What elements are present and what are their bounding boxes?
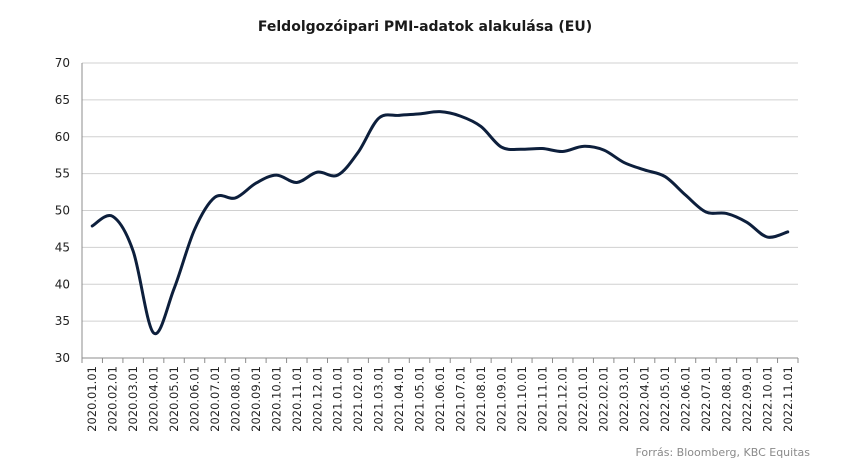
- x-tick-label: 2020.05.01: [167, 366, 181, 432]
- data-point-2022.07.01: [705, 211, 707, 213]
- x-tick-label: 2022.05.01: [658, 366, 672, 432]
- x-tick-label: 2020.01.01: [85, 366, 99, 432]
- x-tick-label: 2020.07.01: [208, 366, 222, 432]
- x-tick-label: 2022.02.01: [597, 366, 611, 432]
- data-point-2020.03.01: [132, 250, 134, 252]
- data-point-2020.12.01: [316, 171, 318, 173]
- x-tick-label: 2020.09.01: [249, 366, 263, 432]
- x-tick-label: 2021.08.01: [474, 366, 488, 432]
- data-point-2022.04.01: [643, 169, 645, 171]
- data-point-2021.11.01: [541, 147, 543, 149]
- x-tick-label: 2020.03.01: [126, 366, 140, 432]
- y-tick-label: 35: [55, 314, 70, 328]
- x-tick-label: 2022.09.01: [740, 366, 754, 432]
- y-tick-label: 40: [55, 277, 70, 291]
- chart-title: Feldolgozóipari PMI-adatok alakulása (EU…: [258, 19, 592, 35]
- data-point-2021.06.01: [439, 110, 441, 112]
- data-point-2020.06.01: [193, 228, 195, 230]
- data-point-2021.04.01: [398, 114, 400, 116]
- x-tick-label: 2021.01.01: [331, 366, 345, 432]
- x-tick-label: 2022.10.01: [760, 366, 774, 432]
- data-point-2020.04.01: [152, 332, 154, 334]
- x-tick-label: 2020.02.01: [106, 366, 120, 432]
- y-tick-label: 50: [55, 204, 70, 218]
- x-tick-label: 2021.04.01: [392, 366, 406, 432]
- x-tick-label: 2022.08.01: [719, 366, 733, 432]
- x-tick-label: 2021.11.01: [535, 366, 549, 432]
- x-tick-label: 2021.07.01: [453, 366, 467, 432]
- x-tick-label: 2021.09.01: [494, 366, 508, 432]
- y-tick-label: 55: [55, 167, 70, 181]
- y-tick-label: 60: [55, 130, 70, 144]
- data-point-2022.01.01: [582, 145, 584, 147]
- data-point-2021.09.01: [500, 146, 502, 148]
- x-tick-label: 2020.10.01: [269, 366, 283, 432]
- y-tick-label: 65: [55, 93, 70, 107]
- data-point-2021.03.01: [377, 117, 379, 119]
- data-point-2022.02.01: [602, 149, 604, 151]
- x-tick-label: 2022.07.01: [699, 366, 713, 432]
- source-note: Forrás: Bloomberg, KBC Equitas: [635, 446, 810, 459]
- y-tick-label: 30: [55, 351, 70, 365]
- x-tick-label: 2021.05.01: [413, 366, 427, 432]
- x-tick-label: 2020.12.01: [310, 366, 324, 432]
- x-tick-label: 2022.11.01: [781, 366, 795, 432]
- gridlines: [82, 62, 798, 322]
- data-point-2021.12.01: [562, 150, 564, 152]
- x-tick-label: 2022.06.01: [678, 366, 692, 432]
- y-axis: 30 35 40 45 50 55 60 65 70: [55, 56, 83, 365]
- x-tick-label: 2022.01.01: [576, 366, 590, 432]
- data-point-2021.08.01: [480, 125, 482, 127]
- y-tick-label: 70: [55, 56, 70, 70]
- data-point-2022.08.01: [725, 212, 727, 214]
- data-point-2022.03.01: [623, 161, 625, 163]
- x-tick-label: 2021.10.01: [515, 366, 529, 432]
- data-point-2021.10.01: [521, 148, 523, 150]
- x-tick-label: 2021.02.01: [351, 366, 365, 432]
- x-tick-label: 2020.08.01: [228, 366, 242, 432]
- data-point-2020.11.01: [296, 181, 298, 183]
- data-point-2021.07.01: [459, 115, 461, 117]
- data-point-2022.05.01: [664, 175, 666, 177]
- data-point-2020.10.01: [275, 174, 277, 176]
- pmi-series-line: [90, 110, 790, 336]
- x-tick-label: 2021.03.01: [372, 366, 386, 432]
- x-tick-label: 2020.04.01: [147, 366, 161, 432]
- x-tick-label: 2021.12.01: [556, 366, 570, 432]
- data-point-2022.10.01: [766, 236, 768, 238]
- data-point-2021.02.01: [357, 151, 359, 153]
- x-tick-label: 2021.06.01: [433, 366, 447, 432]
- data-point-2021.05.01: [418, 113, 420, 115]
- data-point-2020.02.01: [111, 215, 113, 217]
- x-tick-label: 2020.11.01: [290, 366, 304, 432]
- x-tick-label: 2022.03.01: [617, 366, 631, 432]
- x-tick-label: 2022.04.01: [638, 366, 652, 432]
- data-point-2022.09.01: [746, 221, 748, 223]
- x-tick-label: 2020.06.01: [188, 366, 202, 432]
- x-axis: 2020.01.01 2020.02.01 2020.03.01 2020.04.01…: [81, 357, 799, 432]
- data-point-2020.08.01: [234, 197, 236, 199]
- data-point-2020.05.01: [173, 287, 175, 289]
- data-point-2020.09.01: [255, 182, 257, 184]
- y-tick-label: 45: [55, 240, 70, 254]
- series-layer: [90, 110, 790, 336]
- data-point-2020.07.01: [214, 196, 216, 198]
- data-point-2022.11.01: [787, 231, 789, 233]
- data-point-2020.01.01: [91, 225, 93, 227]
- data-point-2022.06.01: [684, 194, 686, 196]
- data-point-2021.01.01: [337, 174, 339, 176]
